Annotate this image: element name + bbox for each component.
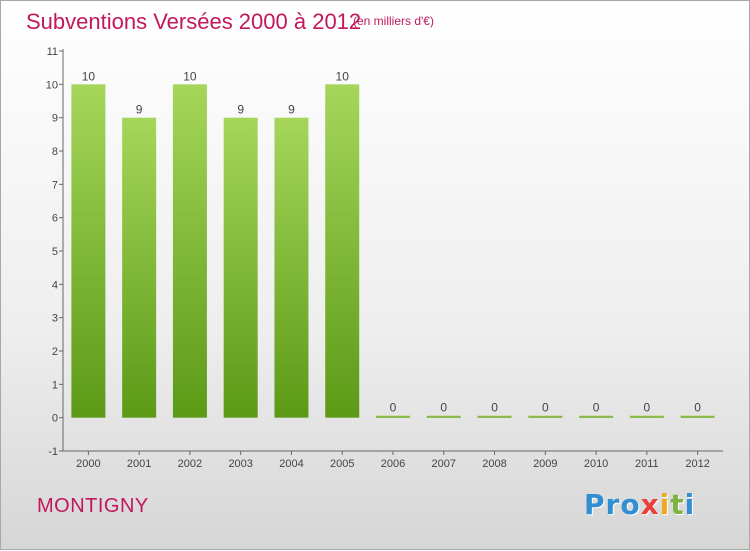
bar: [71, 84, 106, 418]
y-tick-label: 3: [52, 313, 58, 325]
x-tick-label: 2006: [381, 458, 405, 470]
x-tick-label: 2003: [228, 458, 252, 470]
bar-value-label: 0: [440, 401, 447, 415]
y-tick-label: 8: [52, 146, 58, 158]
bar-value-label: 9: [136, 103, 143, 117]
chart-unit-label: (en milliers d'€): [353, 14, 434, 28]
bar-value-label: 10: [336, 69, 350, 83]
y-tick-label: 0: [52, 413, 58, 425]
bar-value-label: 0: [491, 401, 498, 415]
bar-value-label: 0: [694, 401, 701, 415]
y-tick-label: 2: [52, 346, 58, 358]
bar-value-label: 9: [288, 103, 295, 117]
bar: [274, 117, 309, 418]
chart-data-labels: 10 9 10 9 9 10 0 0 0 0 0 0 0: [82, 69, 702, 414]
x-tick-label: 2009: [533, 458, 557, 470]
x-tick-label: 2002: [178, 458, 202, 470]
y-tick-label: -1: [48, 446, 58, 458]
bar: [579, 415, 614, 418]
commune-name: MONTIGNY: [37, 495, 149, 517]
bar-value-label: 10: [82, 69, 96, 83]
x-tick-label: 2007: [432, 458, 456, 470]
y-tick-label: 7: [52, 179, 58, 191]
chart-title: Subventions Versées 2000 à 2012: [26, 9, 362, 34]
y-tick-label: 11: [47, 46, 58, 58]
bar-value-label: 10: [183, 69, 197, 83]
bar: [528, 415, 563, 418]
bar-value-label: 0: [593, 401, 600, 415]
x-tick-label: 2000: [76, 458, 100, 470]
x-tick-label: 2004: [279, 458, 303, 470]
x-tick-label: 2012: [685, 458, 709, 470]
bar: [172, 84, 207, 418]
proxiti-logo: Proxiti: [584, 488, 696, 521]
bar-value-label: 0: [542, 401, 549, 415]
x-tick-label: 2011: [635, 458, 659, 470]
bar-value-label: 0: [644, 401, 651, 415]
y-tick-label: 4: [52, 279, 58, 291]
x-tick-label: 2010: [584, 458, 608, 470]
y-tick-label: 9: [52, 113, 58, 125]
y-tick-label: 10: [46, 79, 58, 91]
bar: [477, 415, 512, 418]
y-tick-label: 5: [52, 246, 58, 258]
bar: [376, 415, 410, 418]
bar-value-label: 9: [237, 103, 244, 117]
y-tick-label: 6: [52, 213, 58, 225]
bar: [122, 117, 157, 418]
chart-axes: -1 0 1 2 3 4 5 6 7 8 9 10 11 2000 2001 2002 2003 2004 2005…: [46, 46, 723, 470]
bar: [680, 415, 715, 418]
bar: [629, 415, 664, 418]
bar: [223, 117, 258, 418]
x-tick-label: 2008: [482, 458, 506, 470]
x-tick-label: 2001: [127, 458, 151, 470]
bar-value-label: 0: [390, 401, 397, 415]
bar: [426, 415, 461, 418]
x-tick-label: 2005: [330, 458, 354, 470]
bar: [325, 84, 360, 418]
chart-bars: [71, 84, 715, 418]
y-tick-label: 1: [52, 379, 58, 391]
